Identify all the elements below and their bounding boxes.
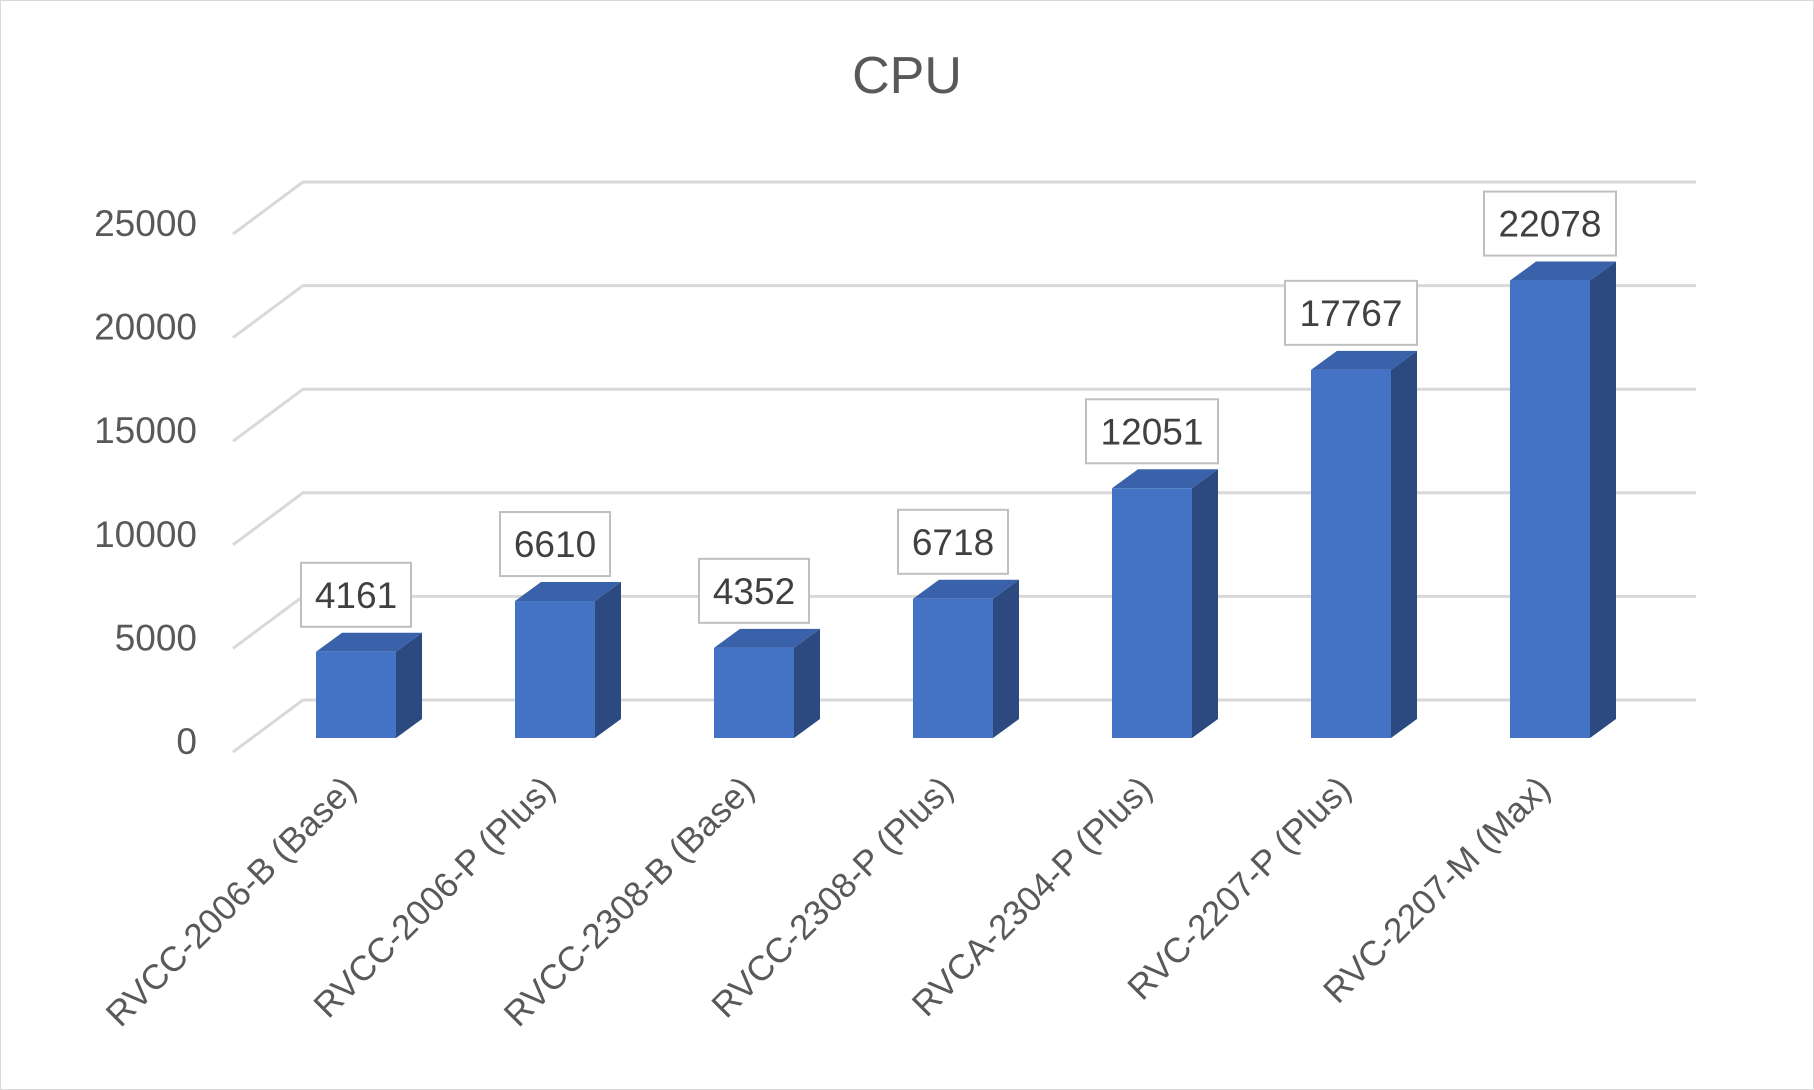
data-label: 17767	[1284, 279, 1418, 346]
data-label-text: 6718	[912, 522, 994, 563]
data-label-box	[897, 508, 1009, 575]
category-label: RVC-2207-M (Max)	[1316, 769, 1558, 1011]
bar	[316, 632, 422, 738]
bar-front	[1311, 369, 1391, 738]
gridlines	[232, 180, 1696, 754]
data-label-text: 17767	[1300, 293, 1403, 334]
gridline	[232, 698, 1696, 754]
x-axis-categories: RVCC-2006-B (Base)RVCC-2006-P (Plus)RVCC…	[99, 769, 1558, 1034]
bar-top	[913, 579, 1019, 599]
data-label-box	[499, 511, 611, 578]
gridline	[232, 387, 1696, 443]
y-tick-label: 0	[176, 721, 197, 762]
bar-top	[714, 628, 820, 648]
data-label-box	[1483, 190, 1617, 257]
gridline	[232, 284, 1696, 339]
bar-side	[1192, 469, 1218, 738]
bar	[1311, 350, 1417, 738]
data-label: 4161	[300, 561, 412, 628]
bar-front	[714, 647, 794, 738]
data-label-box	[698, 557, 810, 624]
y-tick-label: 15000	[94, 410, 197, 451]
bars	[316, 261, 1616, 738]
bar-front	[1112, 488, 1192, 738]
data-label: 22078	[1483, 190, 1617, 257]
data-label: 6610	[499, 511, 611, 578]
bar-top	[1311, 350, 1417, 370]
bar-side	[1391, 350, 1417, 738]
gridline	[232, 491, 1696, 547]
chart-title: CPU	[852, 47, 962, 105]
data-label: 6718	[897, 508, 1009, 575]
bar	[1112, 469, 1218, 738]
gridline	[232, 180, 1696, 236]
bar	[1510, 261, 1616, 738]
bar-front	[913, 598, 993, 738]
data-label: 4352	[698, 557, 810, 624]
data-label-text: 22078	[1499, 204, 1602, 245]
data-label-text: 12051	[1101, 411, 1204, 452]
bar-front	[316, 651, 396, 738]
y-tick-label: 20000	[94, 307, 197, 348]
bar-side	[396, 632, 422, 738]
bar-front	[515, 601, 595, 738]
bar-front	[1510, 280, 1590, 738]
bar-top	[515, 582, 621, 602]
bar-side	[794, 628, 820, 738]
bar	[913, 579, 1019, 738]
y-tick-label: 10000	[94, 514, 197, 555]
data-labels: 4161 6610 4352 6718 12051 17767 22078	[300, 190, 1617, 628]
bar-side	[595, 582, 621, 738]
bar-side	[993, 579, 1019, 738]
y-axis-ticks: 0 5000 10000 15000 20000 25000	[94, 203, 197, 762]
data-label-text: 4161	[315, 575, 397, 616]
data-label-text: 6610	[514, 524, 596, 565]
bar	[515, 582, 621, 738]
data-label-box	[1284, 279, 1418, 346]
bar-top	[1112, 469, 1218, 489]
bar	[714, 628, 820, 738]
category-label: RVC-2207-P (Plus)	[1120, 769, 1358, 1007]
data-label-text: 4352	[713, 571, 795, 612]
data-label-box	[300, 561, 412, 628]
bar-side	[1590, 261, 1616, 738]
y-tick-label: 25000	[94, 203, 197, 244]
data-label-box	[1085, 398, 1219, 465]
bar-top	[1510, 261, 1616, 281]
y-tick-label: 5000	[115, 617, 197, 658]
data-label: 12051	[1085, 398, 1219, 465]
bar-top	[316, 632, 422, 652]
